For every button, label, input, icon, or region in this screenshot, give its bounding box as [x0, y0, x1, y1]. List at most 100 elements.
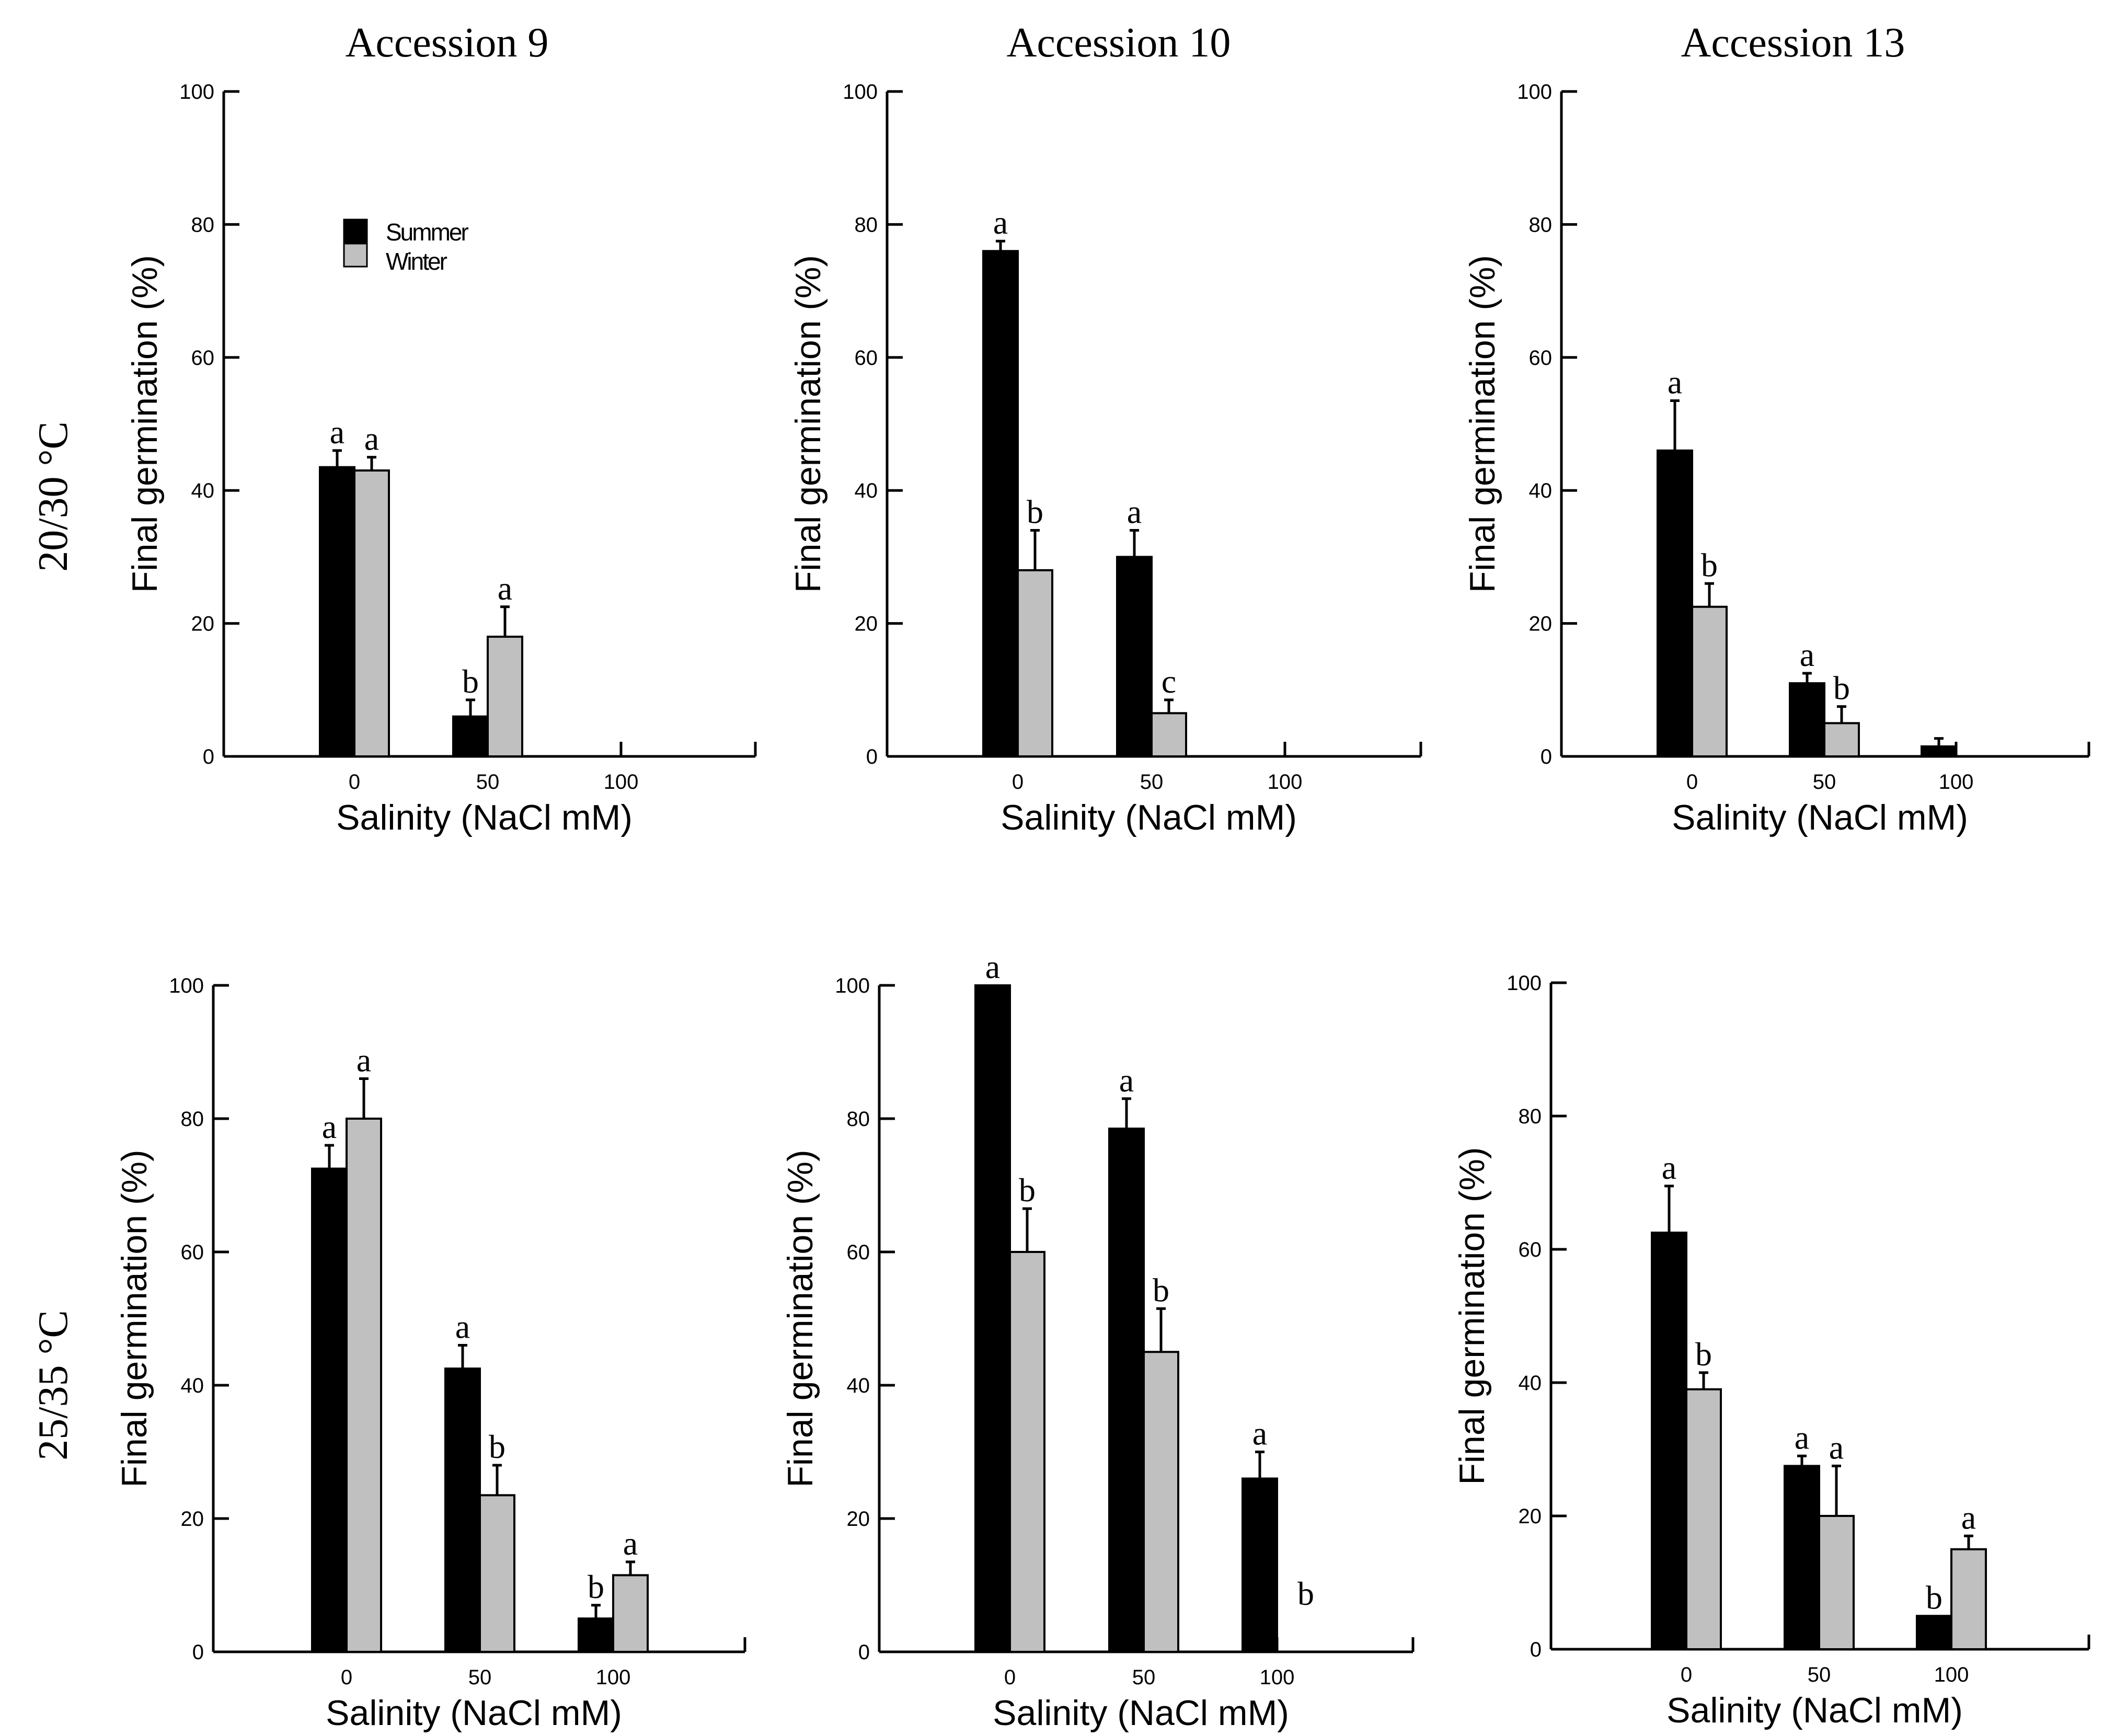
summer-bar — [578, 1617, 614, 1653]
legend-winter-swatch — [343, 243, 368, 268]
winter-bar — [487, 636, 523, 758]
chart-panel-5: 0 20 40 60 80 100 0 50 100 Salinity (NaCl mM) Fina… — [780, 948, 1415, 1733]
x-axis-label: Salinity (NaCl mM) — [1001, 798, 1297, 837]
significance-letter: a — [1961, 1499, 1976, 1536]
y-axis-label: Final germination (%) — [114, 1149, 154, 1487]
significance-letter: a — [498, 570, 512, 607]
winter-bar — [1818, 1515, 1855, 1650]
x-tick-label: 50 — [1132, 1666, 1156, 1689]
y-axis-label: Final germination (%) — [1452, 1147, 1492, 1485]
summer-bar — [1916, 1615, 1952, 1650]
y-tick-label: 0 — [858, 1641, 870, 1664]
significance-letter: a — [1795, 1419, 1809, 1456]
row-label-20-30: 20/30 °C — [30, 421, 76, 572]
chart-panel-6: 0 20 40 60 80 100 0 50 100 Salinity (NaCl mM) Fina… — [1452, 972, 2090, 1730]
significance-letter: a — [330, 413, 344, 451]
y-tick-label: 40 — [855, 479, 878, 502]
y-tick-label: 100 — [1517, 81, 1552, 104]
y-tick-label: 0 — [203, 745, 214, 768]
y-tick-label: 60 — [1519, 1238, 1542, 1261]
winter-bar — [1823, 722, 1860, 758]
winter-bar — [612, 1574, 649, 1653]
y-axis-label: Final germination (%) — [125, 255, 165, 593]
y-tick-label: 100 — [835, 974, 870, 997]
significance-letter: b — [1695, 1336, 1712, 1373]
significance-letter: a — [985, 948, 1000, 985]
significance-letter: a — [1252, 1415, 1267, 1452]
y-tick-label: 20 — [1519, 1505, 1542, 1528]
y-tick-label: 0 — [866, 745, 878, 768]
y-tick-label: 80 — [1529, 213, 1553, 236]
summer-bar — [974, 984, 1011, 1653]
y-tick-label: 60 — [181, 1241, 204, 1264]
significance-letter: a — [364, 420, 379, 457]
y-tick-label: 40 — [1519, 1372, 1542, 1395]
legend-summer-swatch — [343, 219, 368, 244]
chart-panel-4: 0 20 40 60 80 100 0 50 100 Salinity (NaCl mM) Fina… — [114, 974, 746, 1733]
x-tick-label: 0 — [1681, 1663, 1692, 1686]
significance-letter: a — [455, 1308, 470, 1346]
winter-bar — [1143, 1351, 1179, 1653]
y-tick-label: 0 — [1530, 1638, 1542, 1661]
significance-letter: c — [1162, 663, 1176, 700]
significance-letter: b — [1701, 546, 1718, 583]
y-tick-label: 60 — [1529, 347, 1553, 370]
y-tick-label: 100 — [169, 974, 204, 997]
significance-letter: a — [623, 1525, 638, 1562]
y-tick-label: 20 — [1529, 613, 1553, 636]
y-tick-label: 40 — [1529, 479, 1553, 502]
y-tick-label: 80 — [181, 1108, 204, 1131]
x-tick-label: 100 — [1934, 1663, 1969, 1686]
summer-bar — [452, 715, 489, 758]
y-tick-label: 100 — [843, 81, 878, 104]
winter-bar — [479, 1494, 515, 1653]
y-tick-label: 20 — [191, 613, 215, 636]
y-tick-label: 80 — [1519, 1105, 1542, 1128]
x-tick-label: 100 — [1260, 1666, 1295, 1689]
x-axis-label: Salinity (NaCl mM) — [993, 1693, 1289, 1733]
significance-letter: b — [462, 663, 479, 700]
summer-bar — [1242, 1477, 1278, 1653]
significance-letter: b — [588, 1568, 604, 1605]
x-tick-label: 50 — [468, 1666, 492, 1689]
significance-letter: a — [993, 204, 1008, 241]
x-tick-label: 100 — [1268, 771, 1303, 794]
column-title-accession-13: Accession 13 — [1681, 20, 1905, 66]
y-tick-label: 100 — [1507, 972, 1542, 995]
summer-bar — [1789, 682, 1825, 757]
significance-letter: a — [357, 1042, 371, 1079]
summer-bar — [1784, 1465, 1820, 1650]
winter-bar — [1685, 1388, 1722, 1650]
x-axis-label: Salinity (NaCl mM) — [326, 1693, 622, 1733]
summer-bar — [1657, 449, 1693, 757]
x-tick-label: 0 — [349, 771, 360, 794]
summer-bar — [1651, 1232, 1687, 1650]
x-tick-label: 100 — [604, 771, 639, 794]
y-axis-label: Final germination (%) — [1463, 255, 1502, 593]
x-tick-label: 0 — [341, 1666, 352, 1689]
x-tick-label: 100 — [596, 1666, 631, 1689]
significance-letter: b — [1153, 1271, 1169, 1308]
significance-letter: a — [1829, 1429, 1844, 1466]
y-axis-label: Final germination (%) — [780, 1149, 820, 1487]
significance-letter: b — [489, 1428, 505, 1465]
legend-winter-label: Winter — [386, 248, 447, 275]
y-tick-label: 40 — [847, 1374, 870, 1397]
significance-letter: b — [1297, 1575, 1314, 1612]
significance-letter: a — [1119, 1062, 1134, 1099]
row-label-25-35: 25/35 °C — [30, 1310, 76, 1461]
winter-bar — [1009, 1251, 1045, 1653]
legend-summer-label: Summer — [386, 219, 468, 246]
significance-letter: b — [1027, 493, 1043, 531]
winter-bar — [1691, 605, 1728, 758]
significance-letter: b — [1926, 1579, 1942, 1616]
y-tick-label: 20 — [855, 613, 878, 636]
y-tick-label: 0 — [192, 1641, 204, 1664]
winter-bar — [1950, 1548, 1987, 1650]
column-title-accession-9: Accession 9 — [346, 20, 549, 66]
x-tick-label: 0 — [1686, 771, 1698, 794]
x-tick-label: 50 — [1813, 771, 1836, 794]
summer-bar — [1108, 1128, 1145, 1653]
summer-bar — [982, 250, 1019, 757]
